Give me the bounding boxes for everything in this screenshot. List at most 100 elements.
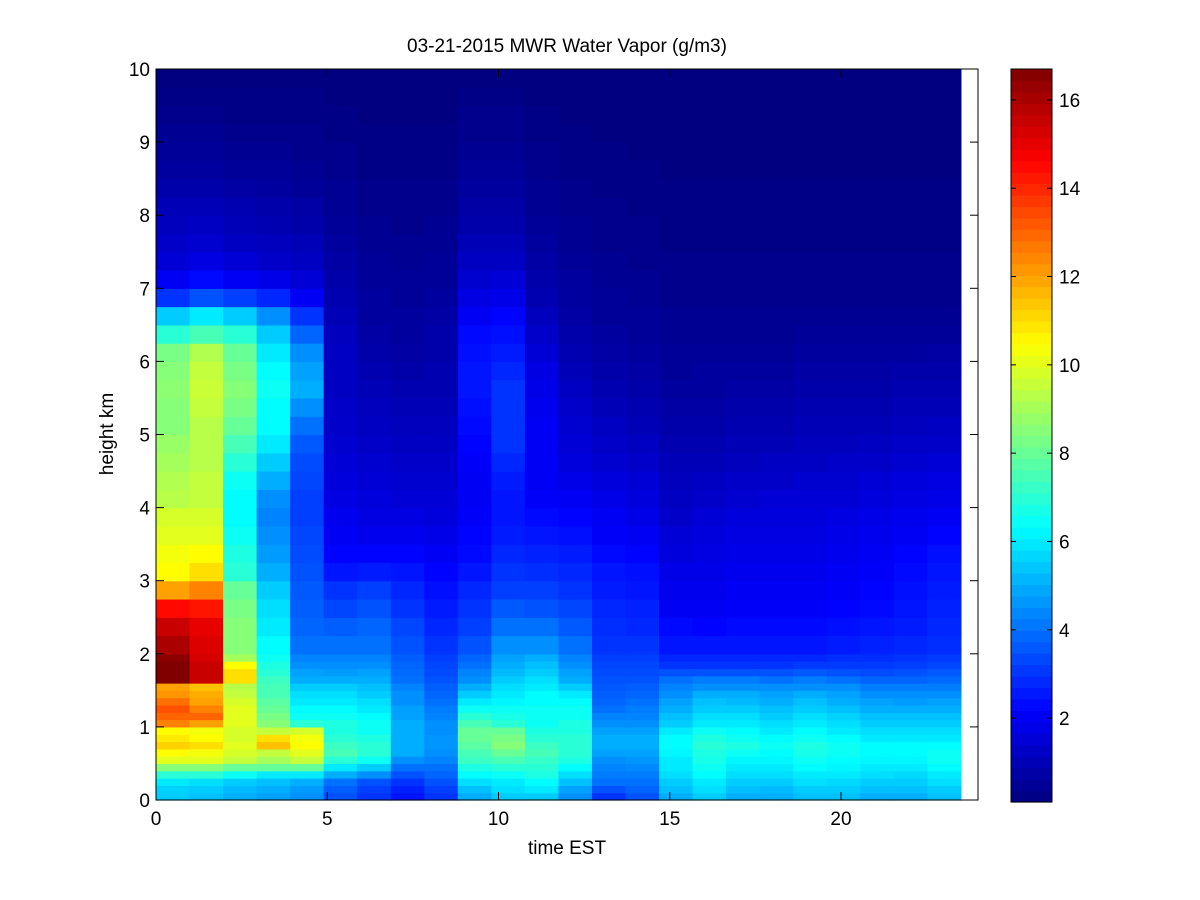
heatmap-cell xyxy=(223,489,258,509)
heatmap-cell xyxy=(223,770,258,779)
heatmap-cell xyxy=(826,306,861,326)
heatmap-cell xyxy=(759,178,794,198)
heatmap-cell xyxy=(692,196,727,216)
heatmap-cell xyxy=(726,343,761,363)
heatmap-cell xyxy=(390,598,425,618)
heatmap-cell xyxy=(826,734,861,743)
heatmap-cell xyxy=(156,712,191,721)
heatmap-cell xyxy=(156,288,191,308)
heatmap-cell xyxy=(692,690,727,699)
heatmap-cell xyxy=(591,726,627,735)
heatmap-cell xyxy=(793,452,828,472)
heatmap-cell xyxy=(156,196,191,216)
colorbar-segment xyxy=(1011,160,1052,173)
heatmap-cell xyxy=(256,233,291,253)
heatmap-cell xyxy=(457,343,492,363)
y-tick-label: 4 xyxy=(139,499,150,520)
heatmap-cell xyxy=(524,653,560,662)
y-tick-label: 3 xyxy=(139,572,150,593)
heatmap-cell xyxy=(290,719,325,728)
colorbar-segment xyxy=(1011,137,1052,150)
heatmap-cell xyxy=(491,233,526,253)
heatmap-cell xyxy=(491,123,526,143)
heatmap-cell xyxy=(156,635,191,655)
heatmap-cell xyxy=(357,251,392,271)
colorbar-tick-label: 14 xyxy=(1059,179,1081,200)
heatmap-cell xyxy=(457,668,492,677)
heatmap-cell xyxy=(927,778,962,786)
heatmap-cell xyxy=(424,525,459,545)
heatmap-cell xyxy=(189,653,224,662)
heatmap-cell xyxy=(424,270,459,289)
heatmap-cell xyxy=(189,748,224,757)
heatmap-cell xyxy=(156,69,191,88)
heatmap-cell xyxy=(793,324,828,344)
heatmap-cell xyxy=(692,178,727,198)
heatmap-cell xyxy=(256,434,291,454)
heatmap-cell xyxy=(759,251,794,271)
heatmap-cell xyxy=(692,635,727,655)
heatmap-cell xyxy=(759,324,794,344)
heatmap-cell xyxy=(826,507,861,527)
heatmap-cell xyxy=(491,635,526,655)
heatmap-cell xyxy=(927,397,962,417)
heatmap-cell xyxy=(927,525,962,545)
heatmap-cell xyxy=(524,734,560,743)
colorbar-segment xyxy=(1011,641,1052,654)
heatmap-cell xyxy=(323,668,358,677)
heatmap-cell xyxy=(524,361,560,381)
heatmap-cell xyxy=(223,778,258,786)
heatmap-cell xyxy=(558,778,593,786)
heatmap-cell xyxy=(927,704,962,713)
heatmap-cell xyxy=(759,719,794,728)
heatmap-cell xyxy=(156,598,191,618)
heatmap-cell xyxy=(323,785,358,794)
heatmap-cell xyxy=(625,668,660,677)
heatmap-cell xyxy=(390,690,425,699)
heatmap-cell xyxy=(256,770,291,779)
heatmap-cell xyxy=(659,160,694,180)
heatmap-cell xyxy=(759,215,794,235)
heatmap-cell xyxy=(323,233,358,253)
heatmap-cell xyxy=(156,668,191,677)
heatmap-cell xyxy=(893,343,928,363)
heatmap-cell xyxy=(357,661,392,670)
heatmap-cell xyxy=(491,726,526,735)
heatmap-cell xyxy=(558,489,593,509)
heatmap-cell xyxy=(591,105,627,125)
heatmap-cell xyxy=(424,748,459,757)
heatmap-cell xyxy=(793,343,828,363)
heatmap-cell xyxy=(156,123,191,143)
heatmap-cell xyxy=(726,379,761,399)
heatmap-cell xyxy=(793,661,828,670)
heatmap-cell xyxy=(826,215,861,235)
heatmap-cell xyxy=(726,471,761,490)
heatmap-cell xyxy=(156,726,191,735)
heatmap-cell xyxy=(256,544,291,564)
heatmap-cell xyxy=(290,105,325,125)
heatmap-cell xyxy=(659,87,694,107)
heatmap-cell xyxy=(424,661,459,670)
heatmap-cell xyxy=(893,726,928,735)
heatmap-cell xyxy=(826,471,861,490)
heatmap-cell xyxy=(457,653,492,662)
heatmap-cell xyxy=(591,704,627,713)
colorbar-segment xyxy=(1011,298,1052,311)
heatmap-cell xyxy=(156,675,191,684)
heatmap-cell xyxy=(826,251,861,271)
colorbar-segment xyxy=(1011,664,1052,677)
heatmap-cell xyxy=(692,756,727,765)
heatmap-cell xyxy=(625,69,660,88)
heatmap-cell xyxy=(424,734,459,743)
heatmap-cell xyxy=(357,756,392,765)
heatmap-cell xyxy=(659,712,694,721)
heatmap-cell xyxy=(323,726,358,735)
heatmap-cell xyxy=(625,434,660,454)
heatmap-cell xyxy=(290,770,325,779)
heatmap-cell xyxy=(726,178,761,198)
heatmap-cell xyxy=(424,452,459,472)
heatmap-cell xyxy=(659,123,694,143)
heatmap-cell xyxy=(491,675,526,684)
heatmap-cell xyxy=(927,719,962,728)
heatmap-cell xyxy=(189,233,224,253)
